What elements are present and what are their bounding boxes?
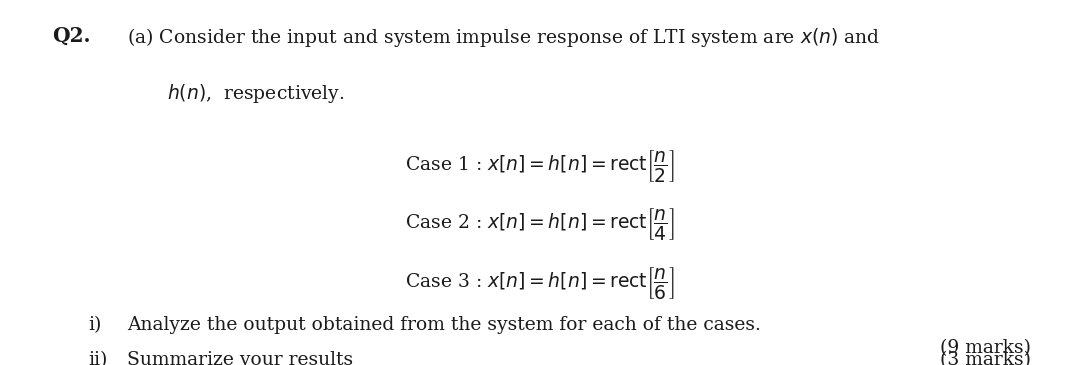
Text: Summarize your results: Summarize your results	[127, 351, 353, 365]
Text: Case 1 : $x[n] = h[n] = \mathrm{rect}\left[\dfrac{n}{2}\right]$: Case 1 : $x[n] = h[n] = \mathrm{rect}\le…	[405, 148, 675, 184]
Text: $h(n)$,  respectively.: $h(n)$, respectively.	[167, 82, 345, 105]
Text: i): i)	[89, 316, 102, 334]
Text: Case 2 : $x[n] = h[n] = \mathrm{rect}\left[\dfrac{n}{4}\right]$: Case 2 : $x[n] = h[n] = \mathrm{rect}\le…	[405, 206, 675, 242]
Text: Q2.: Q2.	[52, 26, 91, 46]
Text: Analyze the output obtained from the system for each of the cases.: Analyze the output obtained from the sys…	[127, 316, 761, 334]
Text: (a) Consider the input and system impulse response of LTI system are $x(n)$ and: (a) Consider the input and system impuls…	[127, 26, 880, 49]
Text: ii): ii)	[89, 351, 108, 365]
Text: Case 3 : $x[n] = h[n] = \mathrm{rect}\left[\dfrac{n}{6}\right]$: Case 3 : $x[n] = h[n] = \mathrm{rect}\le…	[405, 265, 675, 301]
Text: (3 marks): (3 marks)	[941, 351, 1031, 365]
Text: (9 marks): (9 marks)	[941, 339, 1031, 357]
